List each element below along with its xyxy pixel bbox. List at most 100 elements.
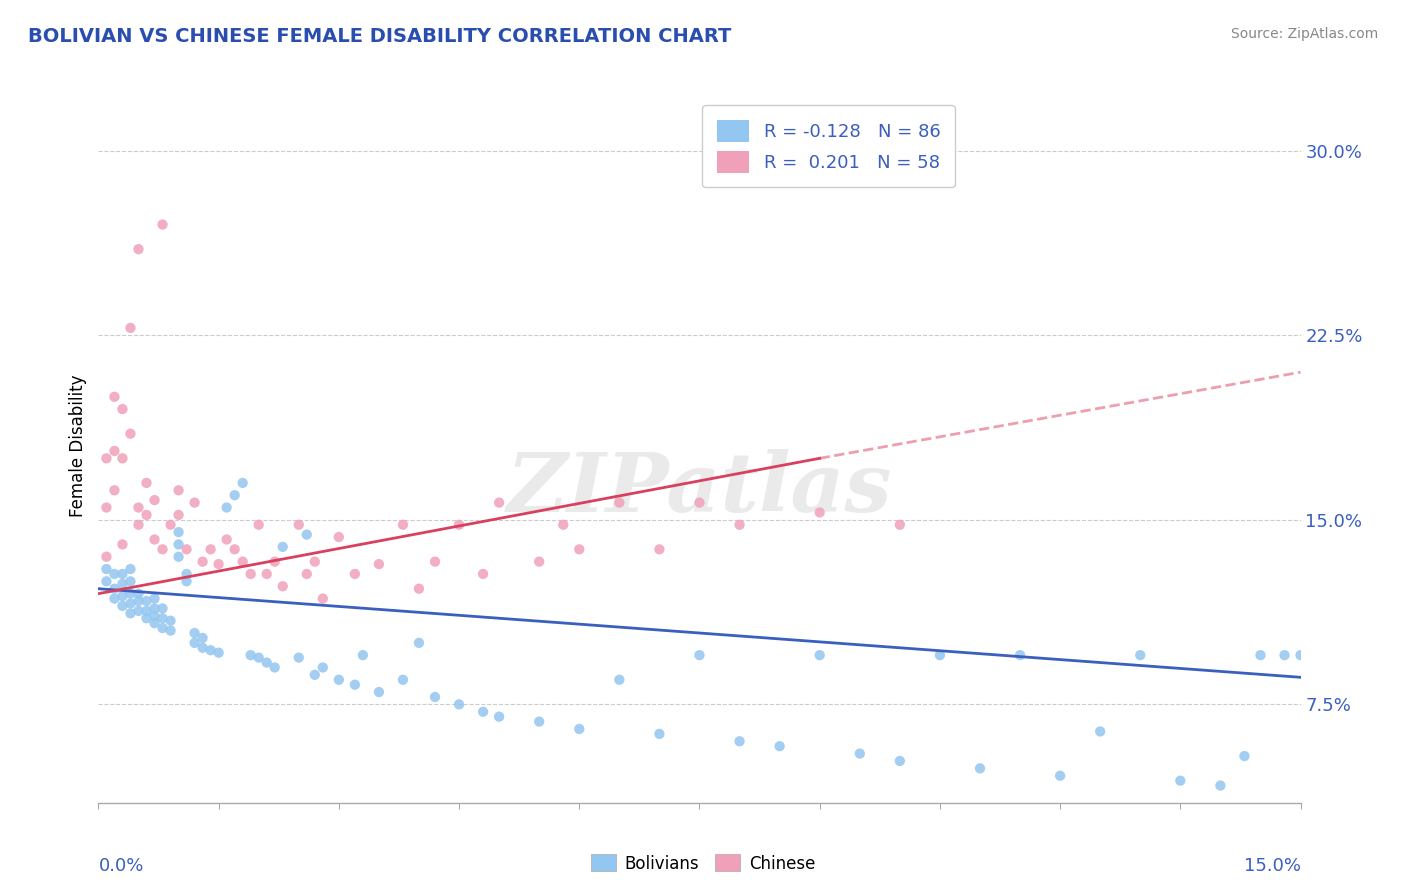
Point <box>529 714 551 729</box>
Text: Source: ZipAtlas.com: Source: ZipAtlas.com <box>1230 27 1378 41</box>
Point <box>111 566 134 581</box>
Point <box>103 591 125 606</box>
Point <box>408 582 430 596</box>
Legend: Bolivians, Chinese: Bolivians, Chinese <box>583 847 823 880</box>
Point <box>120 607 142 621</box>
Point <box>232 555 254 569</box>
Point <box>167 549 190 564</box>
Point <box>247 517 270 532</box>
Point <box>295 566 318 581</box>
Point <box>529 555 551 569</box>
Point <box>295 527 318 541</box>
Point <box>200 643 222 657</box>
Point <box>159 624 181 638</box>
Point <box>728 734 751 748</box>
Point <box>889 517 911 532</box>
Point <box>96 562 118 576</box>
Point <box>423 690 446 704</box>
Point <box>288 650 311 665</box>
Point <box>135 611 157 625</box>
Point <box>271 579 294 593</box>
Point <box>1170 773 1192 788</box>
Point <box>408 636 430 650</box>
Point <box>103 444 125 458</box>
Point <box>1330 648 1353 662</box>
Point <box>312 660 335 674</box>
Point <box>143 591 166 606</box>
Point <box>103 566 125 581</box>
Point <box>1305 648 1327 662</box>
Point <box>143 616 166 631</box>
Point <box>232 475 254 490</box>
Point <box>128 517 150 532</box>
Point <box>120 597 142 611</box>
Point <box>343 566 366 581</box>
Point <box>96 451 118 466</box>
Point <box>128 587 150 601</box>
Point <box>152 542 174 557</box>
Point <box>215 500 238 515</box>
Point <box>368 685 391 699</box>
Point <box>135 594 157 608</box>
Point <box>208 646 231 660</box>
Point <box>103 582 125 596</box>
Point <box>288 517 311 532</box>
Legend: R = -0.128   N = 86, R =  0.201   N = 58: R = -0.128 N = 86, R = 0.201 N = 58 <box>703 105 955 187</box>
Point <box>568 542 591 557</box>
Point <box>128 604 150 618</box>
Point <box>1274 648 1296 662</box>
Point <box>96 549 118 564</box>
Point <box>263 555 285 569</box>
Text: BOLIVIAN VS CHINESE FEMALE DISABILITY CORRELATION CHART: BOLIVIAN VS CHINESE FEMALE DISABILITY CO… <box>28 27 731 45</box>
Point <box>143 493 166 508</box>
Point <box>889 754 911 768</box>
Point <box>1010 648 1032 662</box>
Point <box>120 587 142 601</box>
Point <box>96 574 118 589</box>
Point <box>447 698 470 712</box>
Point <box>120 562 142 576</box>
Point <box>472 566 495 581</box>
Point <box>143 601 166 615</box>
Point <box>312 591 335 606</box>
Point <box>328 530 350 544</box>
Point <box>191 555 214 569</box>
Point <box>256 656 278 670</box>
Point <box>263 660 285 674</box>
Point <box>111 402 134 417</box>
Point <box>167 508 190 522</box>
Point <box>568 722 591 736</box>
Point <box>183 495 205 509</box>
Point <box>849 747 872 761</box>
Point <box>1233 749 1256 764</box>
Point <box>152 601 174 615</box>
Point <box>488 709 510 723</box>
Point <box>152 218 174 232</box>
Point <box>111 451 134 466</box>
Point <box>111 576 134 591</box>
Text: 0.0%: 0.0% <box>98 857 143 875</box>
Point <box>689 648 711 662</box>
Point <box>648 542 671 557</box>
Y-axis label: Female Disability: Female Disability <box>69 375 87 517</box>
Point <box>648 727 671 741</box>
Point <box>488 495 510 509</box>
Point <box>239 648 262 662</box>
Point <box>969 761 991 775</box>
Point <box>1129 648 1152 662</box>
Point <box>423 555 446 569</box>
Point <box>224 488 246 502</box>
Point <box>191 640 214 655</box>
Point <box>1289 648 1312 662</box>
Point <box>167 525 190 540</box>
Point <box>208 557 231 571</box>
Text: ZIPatlas: ZIPatlas <box>506 449 893 529</box>
Point <box>472 705 495 719</box>
Point <box>152 611 174 625</box>
Point <box>343 678 366 692</box>
Point <box>135 475 157 490</box>
Point <box>120 426 142 441</box>
Point <box>224 542 246 557</box>
Point <box>447 517 470 532</box>
Point <box>176 566 198 581</box>
